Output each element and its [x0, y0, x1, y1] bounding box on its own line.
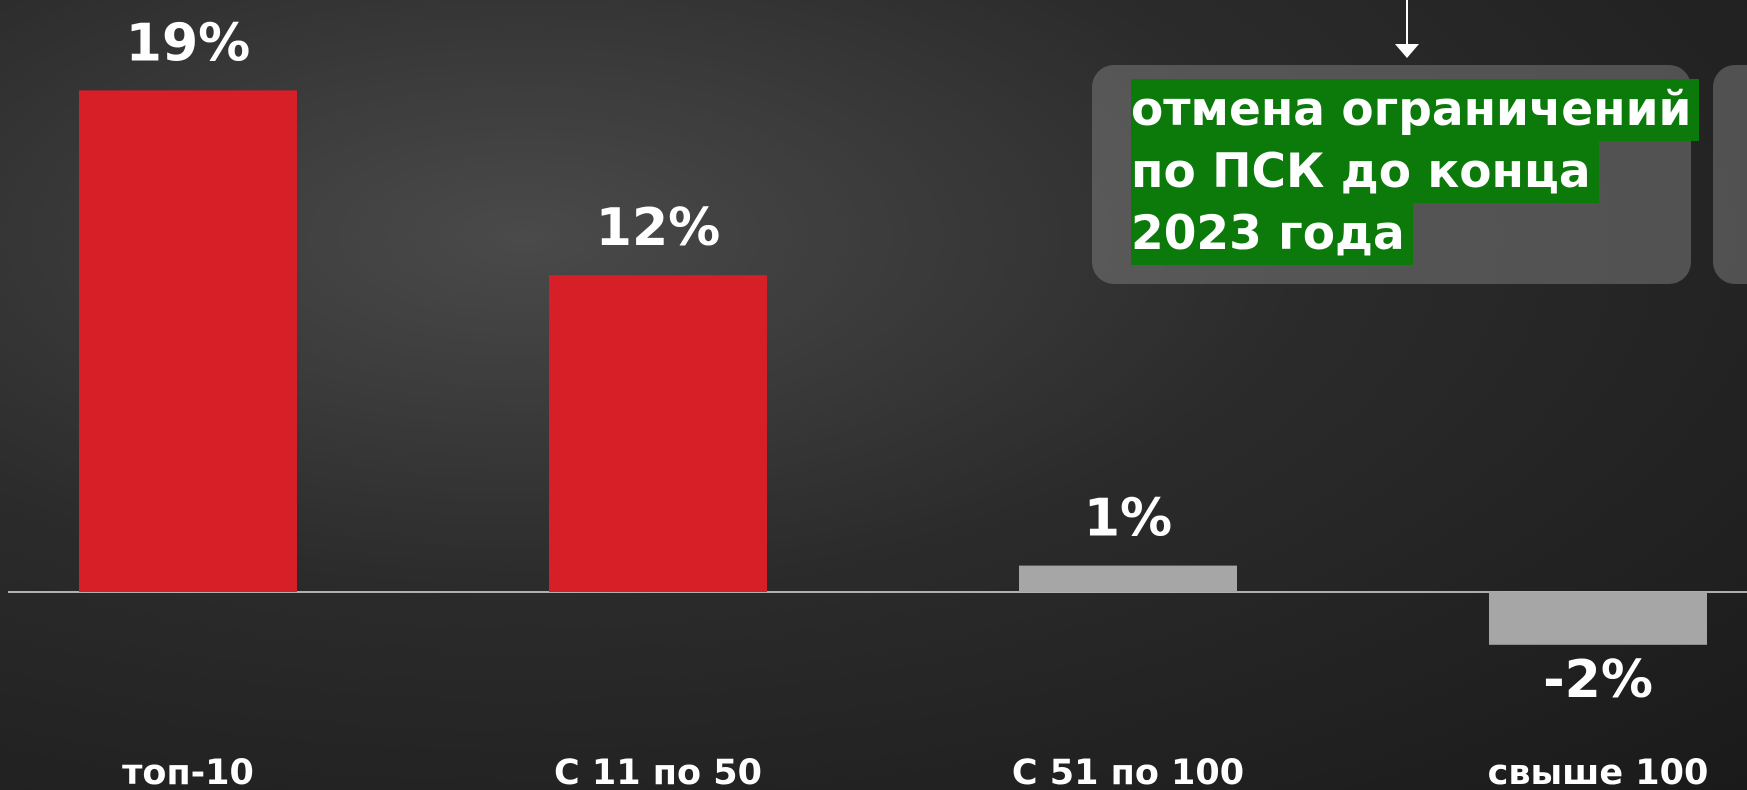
bar	[79, 90, 297, 592]
value-label: 12%	[596, 198, 720, 258]
value-label: 1%	[1084, 489, 1172, 549]
category-label: свыше 100	[1488, 753, 1709, 790]
annotation-line: по ПСК до конца	[1131, 141, 1599, 203]
bar	[1489, 592, 1707, 645]
bar	[549, 275, 767, 592]
annotation-line: отмена ограничений	[1131, 79, 1699, 141]
category-label: С 11 по 50	[554, 753, 762, 790]
value-label: -2%	[1543, 650, 1653, 710]
bar	[1019, 566, 1237, 592]
annotation-line: 2023 года	[1131, 203, 1413, 265]
annotation-box-partial	[1713, 65, 1747, 284]
value-label: 19%	[126, 13, 250, 73]
category-label: С 51 по 100	[1012, 753, 1244, 790]
page: 19% топ-10 12% С 11 по 50 1% С 51 по 100 -2% св…	[0, 0, 1747, 790]
category-label: топ-10	[122, 753, 254, 790]
arrow-head	[1395, 44, 1419, 58]
